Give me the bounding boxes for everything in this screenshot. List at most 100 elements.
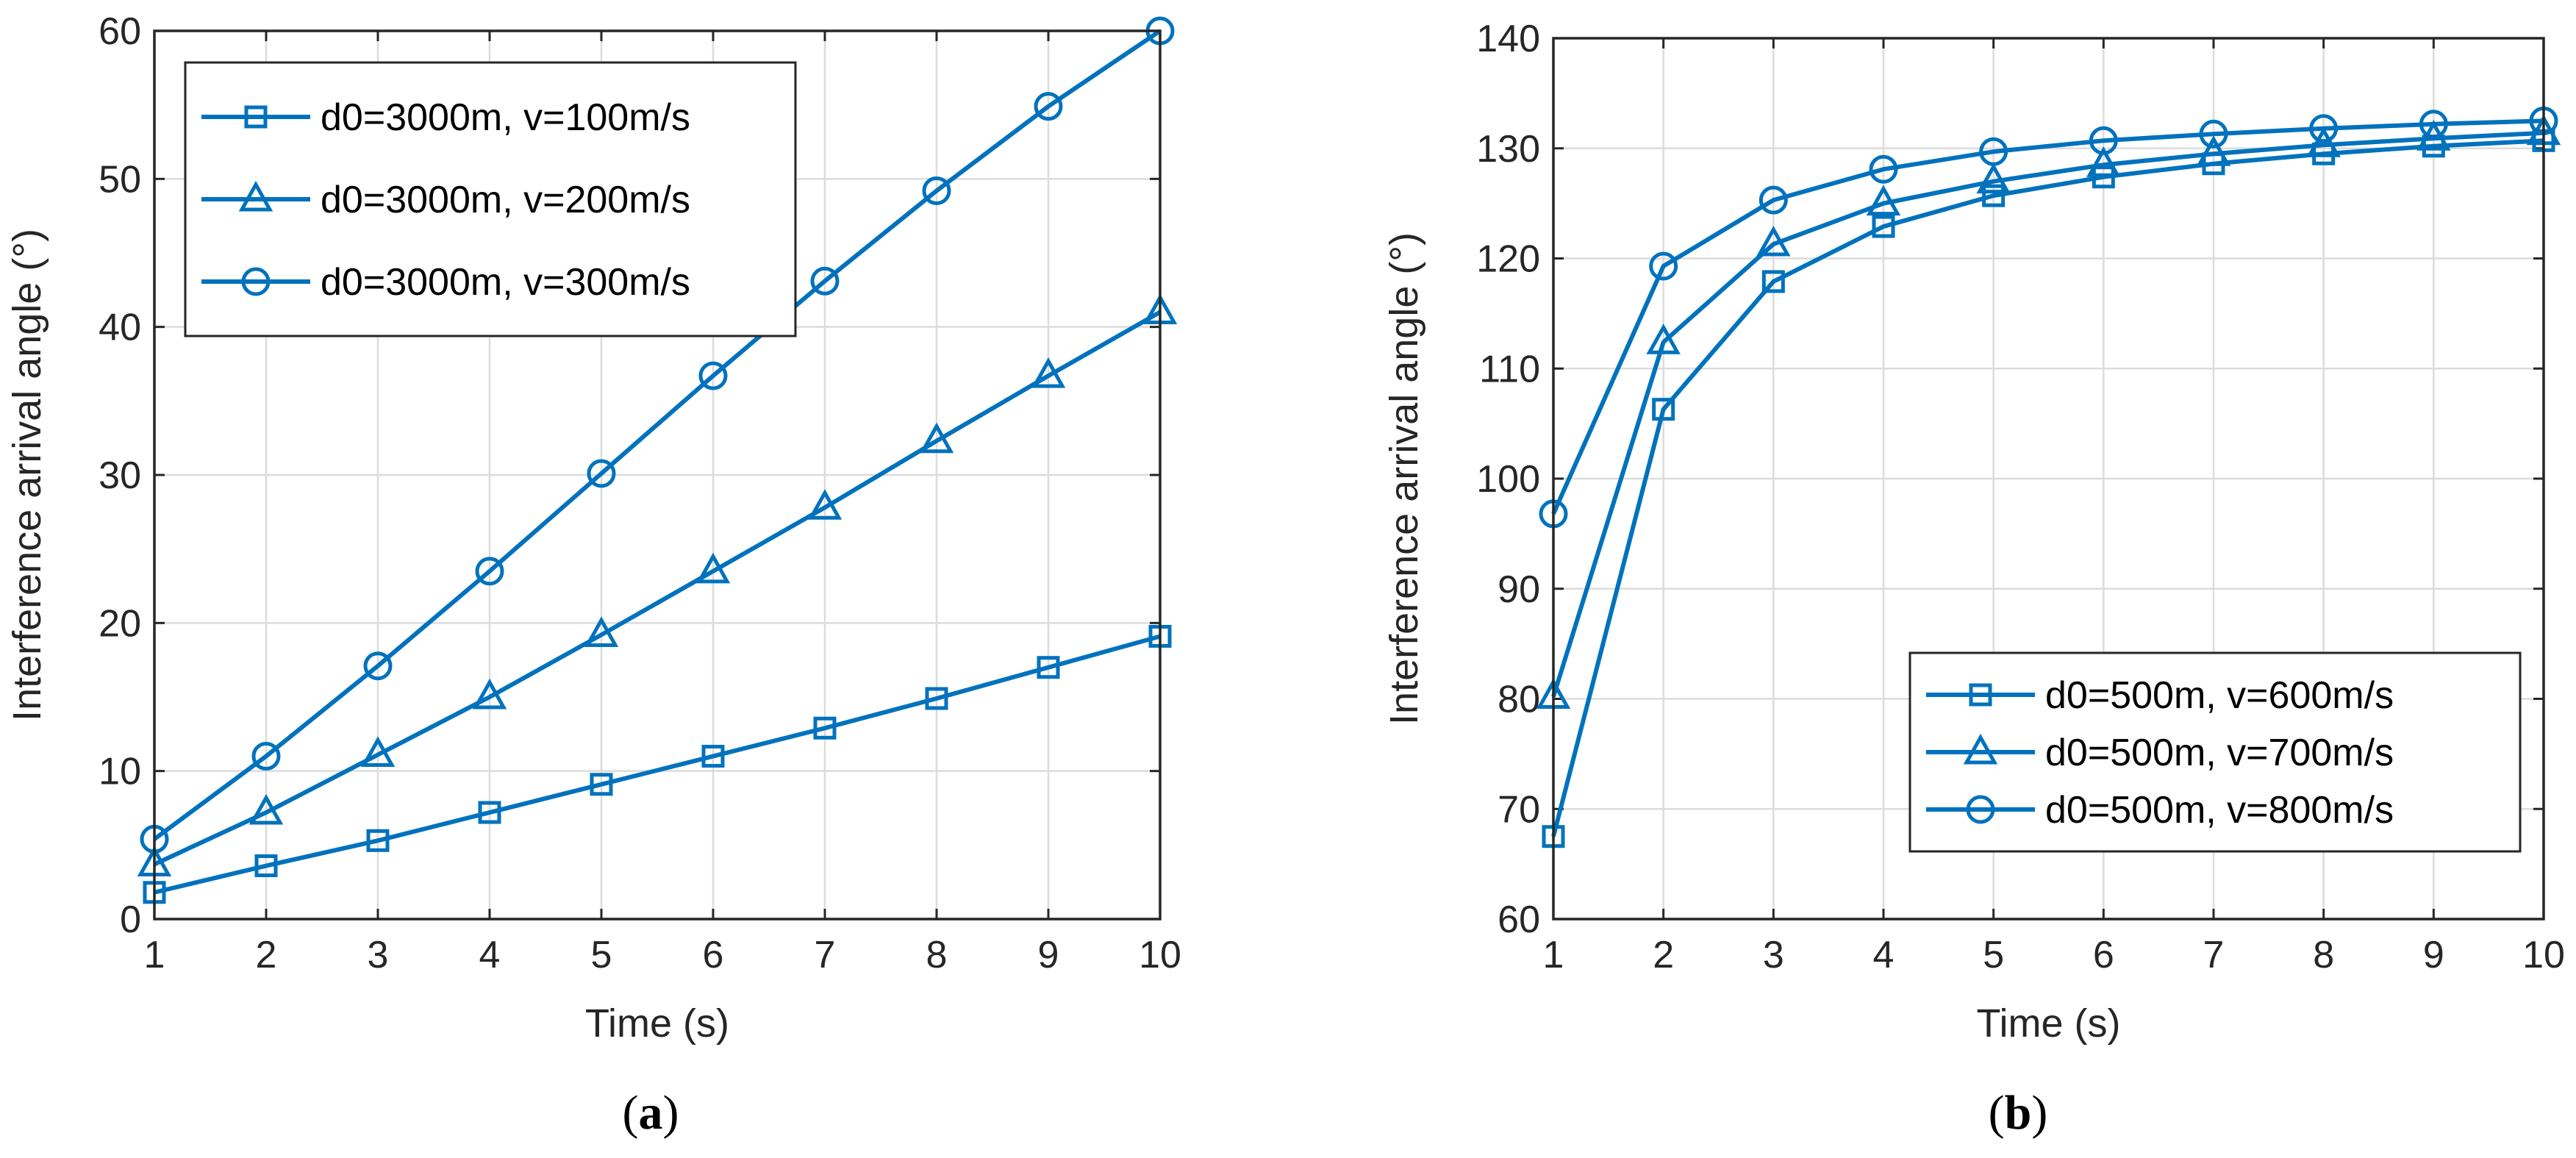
y-tick-label: 60: [1498, 898, 1540, 941]
x-tick-label: 2: [1653, 934, 1674, 976]
data-point: [925, 687, 948, 710]
legend: d0=500m, v=600m/s d0=500m, v=700m/s d0=500…: [1908, 651, 2522, 853]
y-tick-label: 0: [120, 898, 141, 941]
legend-label: d0=500m, v=600m/s: [2045, 674, 2394, 717]
y-tick-label: 110: [1479, 348, 1540, 390]
caption-b: (b): [1989, 1086, 2048, 1140]
data-point: [251, 742, 281, 771]
x-tick-label: 6: [2093, 934, 2114, 976]
x-tick-label: 3: [1763, 934, 1784, 976]
data-point: [1646, 324, 1681, 354]
data-point: [807, 489, 842, 520]
x-tick-label: 3: [368, 934, 389, 976]
x-tick-label: 5: [591, 934, 612, 976]
data-point: [813, 716, 837, 740]
data-point: [254, 854, 278, 878]
data-point: [1759, 185, 1788, 215]
chart-panel-a: 1 2 3 4 5 6 7 8 9 10 0 10 20 30 40 50 60 Time (s) Interfer…: [5, 10, 1181, 1046]
series-triangle: [1536, 114, 2561, 710]
data-point: [587, 459, 616, 488]
y-axis-label: Interference arrival angle (°): [5, 229, 49, 721]
data-point: [1037, 656, 1060, 679]
y-tick-label: 60: [99, 10, 141, 53]
data-point: [1869, 154, 1898, 184]
data-point: [590, 773, 613, 796]
y-tick-label: 90: [1498, 568, 1540, 611]
legend-marker: [244, 105, 268, 129]
data-point: [360, 736, 396, 768]
y-tick-label: 30: [99, 454, 141, 497]
data-point: [1652, 398, 1675, 421]
data-point: [1649, 251, 1678, 281]
data-point: [1031, 357, 1066, 388]
x-tick-label: 8: [926, 934, 948, 976]
legend-marker: [1966, 795, 1995, 824]
x-tick-label: 4: [479, 934, 501, 976]
x-tick-label: 10: [2522, 934, 2565, 976]
x-axis-label: Time (s): [585, 1001, 729, 1046]
data-point: [810, 266, 840, 296]
data-point: [1982, 184, 2006, 207]
data-point: [2306, 126, 2341, 157]
data-point: [1872, 215, 1895, 238]
data-point: [701, 745, 725, 768]
y-tick-label: 140: [1476, 18, 1540, 60]
x-tick-label: 9: [1038, 934, 1059, 976]
data-point: [922, 176, 951, 205]
y-tick-label: 50: [99, 158, 141, 201]
data-point: [2419, 110, 2448, 139]
data-point: [472, 678, 507, 710]
x-tick-label: 4: [1873, 934, 1895, 976]
data-point: [1761, 270, 1785, 293]
legend-marker: [238, 180, 273, 212]
series-line: [154, 634, 1161, 895]
legend-marker: [1963, 733, 1998, 765]
x-tick-label: 7: [815, 934, 836, 976]
x-tick-label: 9: [2423, 934, 2444, 976]
legend-marker: [241, 267, 271, 296]
series-line: [1551, 138, 2544, 837]
y-tick-label: 120: [1476, 238, 1540, 281]
data-point: [1866, 185, 1901, 216]
series-triangle: [137, 293, 1178, 877]
data-point: [2086, 146, 2121, 177]
x-tick-label: 7: [2203, 934, 2225, 976]
data-point: [2196, 135, 2231, 166]
x-tick-label: 2: [256, 934, 277, 976]
data-point: [698, 361, 728, 390]
y-tick-label: 10: [99, 751, 141, 793]
series-line: [153, 29, 1162, 841]
y-tick-label: 80: [1498, 679, 1540, 721]
x-tick-label: 5: [1983, 934, 2004, 976]
y-tick-label: 40: [99, 307, 141, 349]
data-point: [919, 422, 954, 454]
data-point: [584, 616, 619, 647]
chart-panel-b: 1 2 3 4 5 6 7 8 9 10 60 70 80 90 100 110 120 130 140 Time (…: [1382, 18, 2565, 1046]
x-tick-label: 1: [1543, 934, 1564, 976]
data-point: [2309, 114, 2339, 143]
data-point: [695, 552, 731, 584]
caption-a: (a): [623, 1086, 679, 1140]
x-axis-label: Time (s): [1977, 1001, 2121, 1046]
legend-label: d0=3000m, v=300m/s: [321, 261, 690, 304]
data-point: [2089, 126, 2118, 155]
data-point: [1034, 92, 1063, 121]
legend-label: d0=500m, v=700m/s: [2045, 732, 2394, 774]
series-line: [1551, 118, 2544, 515]
x-tick-label: 8: [2313, 934, 2334, 976]
y-tick-label: 130: [1476, 128, 1540, 171]
x-tick-label: 10: [1139, 934, 1181, 976]
y-tick-label: 100: [1476, 458, 1540, 501]
y-tick-label: 70: [1498, 788, 1540, 831]
axes-box: [1552, 37, 2545, 921]
axes-box: [153, 29, 1162, 921]
legend-marker: [1969, 683, 1992, 707]
y-axis-label: Interference arrival angle (°): [1382, 232, 1426, 725]
y-tick-label: 20: [99, 602, 141, 645]
data-point: [248, 793, 284, 825]
legend-label: d0=500m, v=800m/s: [2045, 789, 2394, 832]
data-point: [2199, 119, 2228, 149]
x-tick-label: 6: [703, 934, 724, 976]
series-line: [1551, 130, 2544, 698]
data-point: [1979, 137, 2008, 166]
